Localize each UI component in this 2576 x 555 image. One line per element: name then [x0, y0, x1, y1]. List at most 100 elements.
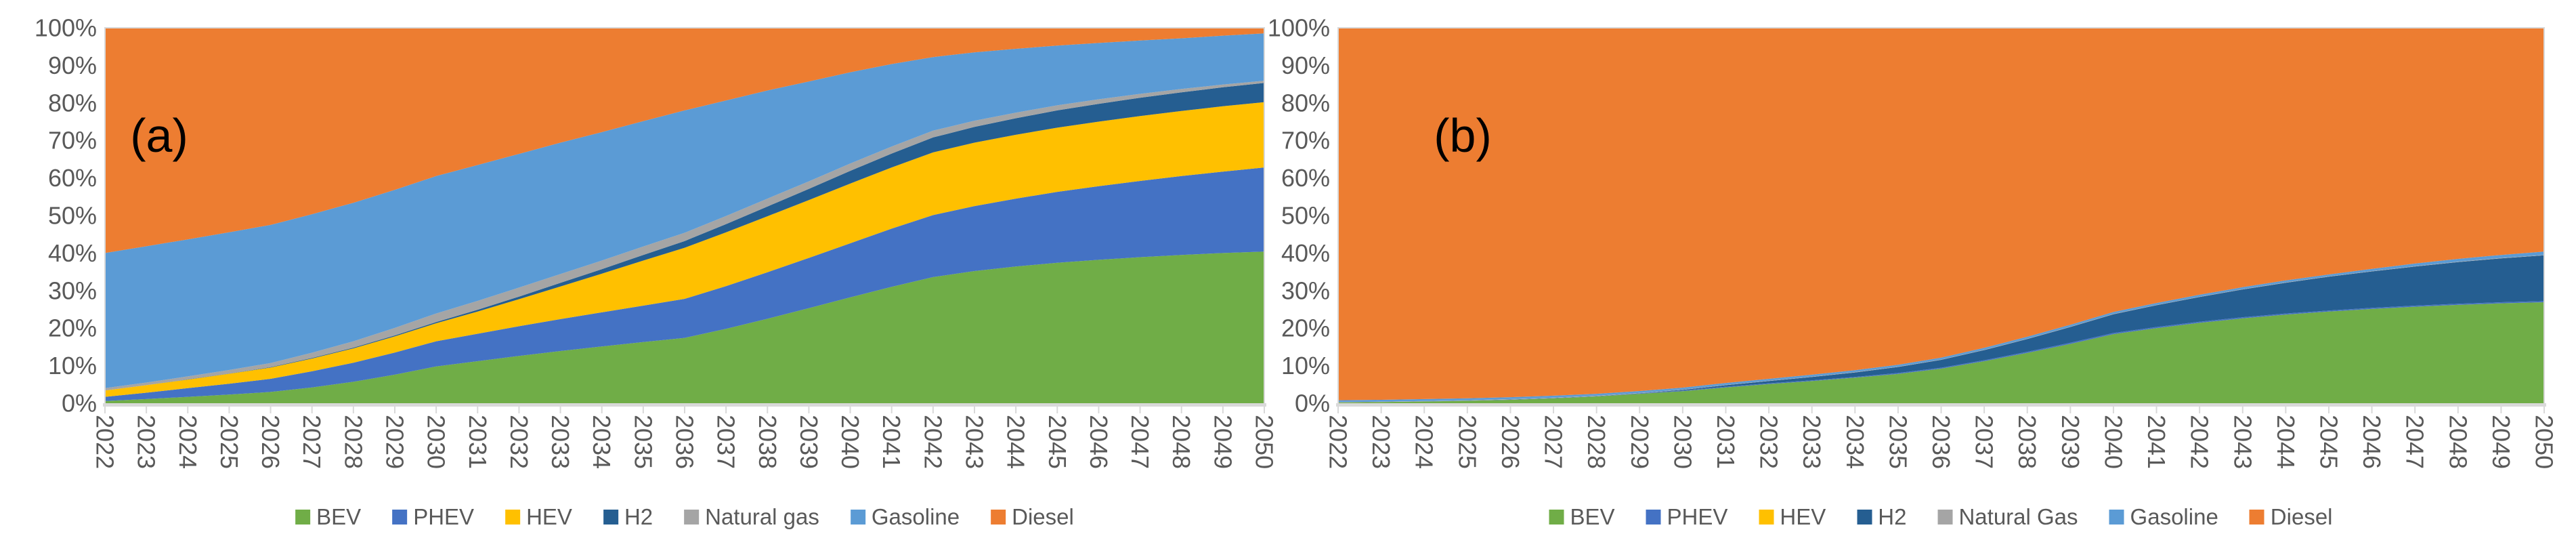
y-tick-label-a-20%: 20% — [48, 314, 97, 342]
legend-a: BEV PHEV HEV H2 Natural gas Gasoline Diesel — [295, 506, 1074, 528]
x-tick-label-a-2046: 2046 — [1085, 415, 1113, 469]
y-tick-label-b-20%: 20% — [1281, 314, 1330, 342]
y-tick-label-b-100%: 100% — [1268, 14, 1330, 42]
legend-item-a-natural-gas: Natural gas — [684, 506, 819, 528]
legend-label: Gasoline — [871, 504, 960, 529]
area-series-a-hev — [105, 102, 1264, 397]
x-tick-label-a-2022: 2022 — [91, 415, 119, 469]
x-tick-label-a-2024: 2024 — [174, 415, 202, 469]
area-series-b-diesel — [1338, 28, 2544, 400]
legend-item-b-gasoline: Gasoline — [2109, 506, 2218, 528]
legend-item-b-diesel: Diesel — [2249, 504, 2333, 529]
legend-swatch-icon — [1646, 509, 1661, 525]
x-tick-label-b-2025: 2025 — [1453, 415, 1481, 469]
x-tick-label-a-2044: 2044 — [1002, 415, 1030, 469]
chart-panel-a: 0% 10% 20% 30% 40% 50% 60% 70% 80% 90% 100% 2022 202… — [35, 14, 1279, 470]
x-tick-label-a-2037: 2037 — [712, 415, 740, 469]
legend-item-b-natural-gas: Natural Gas — [1937, 506, 2078, 528]
x-axis-line-b — [1336, 403, 2546, 407]
y-tick-label-b-90%: 90% — [1281, 52, 1330, 79]
y-tick-label-a-10%: 10% — [48, 352, 97, 379]
y-tick-label-b-70%: 70% — [1281, 127, 1330, 155]
legend-item-a-bev: BEV — [295, 506, 361, 528]
x-tick-label-b-2031: 2031 — [1712, 415, 1740, 469]
x-tick-label-b-2035: 2035 — [1884, 415, 1912, 469]
x-tick-label-b-2028: 2028 — [1583, 415, 1610, 469]
x-tick-label-b-2048: 2048 — [2444, 415, 2472, 469]
legend-label: BEV — [1570, 504, 1615, 529]
area-series-a-phev — [105, 167, 1264, 401]
y-tick-label-b-10%: 10% — [1281, 352, 1330, 379]
x-tick-label-a-2038: 2038 — [754, 415, 781, 469]
plot-border-b — [1337, 27, 2545, 403]
legend-swatch-icon — [1549, 509, 1564, 525]
y-tick-label-a-30%: 30% — [48, 276, 97, 304]
x-tick-label-a-2032: 2032 — [505, 415, 533, 469]
plot-border-a — [104, 27, 1265, 403]
y-tick-label-b-30%: 30% — [1281, 276, 1330, 304]
x-tick-label-b-2023: 2023 — [1367, 415, 1395, 469]
legend-label: BEV — [316, 504, 362, 529]
legend-label: Natural Gas — [1958, 504, 2078, 529]
legend-label: HEV — [1780, 504, 1826, 529]
legend-label: PHEV — [1667, 504, 1728, 529]
x-tick-label-b-2026: 2026 — [1497, 415, 1524, 469]
legend-swatch-icon — [2109, 509, 2124, 525]
x-tick-label-a-2034: 2034 — [588, 415, 616, 469]
y-tick-label-a-60%: 60% — [48, 164, 97, 192]
area-series-a-h2 — [105, 83, 1264, 391]
x-tick-label-b-2037: 2037 — [1971, 415, 1998, 469]
y-tick-label-b-50%: 50% — [1281, 202, 1330, 230]
area-series-a-bev — [105, 251, 1264, 403]
x-tick-label-b-2033: 2033 — [1798, 415, 1826, 469]
x-tick-label-b-2038: 2038 — [2013, 415, 2041, 469]
x-tick-label-b-2050: 2050 — [2531, 415, 2558, 469]
legend-label: PHEV — [413, 504, 475, 529]
x-tick-label-a-2036: 2036 — [671, 415, 699, 469]
legend-item-b-h2: H2 — [1857, 506, 1906, 528]
legend-label: Diesel — [2270, 504, 2333, 529]
x-tick-label-b-2047: 2047 — [2401, 415, 2429, 469]
x-tick-label-b-2039: 2039 — [2057, 415, 2084, 469]
x-tick-label-a-2041: 2041 — [878, 415, 905, 469]
legend-label: Natural gas — [705, 504, 819, 529]
x-tick-label-b-2041: 2041 — [2143, 415, 2170, 469]
x-tick-label-a-2028: 2028 — [339, 415, 367, 469]
x-tick-label-a-2027: 2027 — [298, 415, 326, 469]
legend-item-b-phev: PHEV — [1646, 504, 1728, 529]
x-tick-label-a-2045: 2045 — [1044, 415, 1071, 469]
legend-label: HEV — [526, 504, 572, 529]
legend-label: H2 — [1878, 504, 1907, 529]
x-tick-label-a-2050: 2050 — [1251, 415, 1279, 469]
x-tick-label-b-2049: 2049 — [2487, 415, 2515, 469]
x-tick-label-a-2048: 2048 — [1167, 415, 1195, 469]
x-tick-label-a-2030: 2030 — [423, 415, 450, 469]
x-tick-label-a-2031: 2031 — [464, 415, 492, 469]
y-tick-label-a-80%: 80% — [48, 89, 97, 117]
x-tick-label-b-2036: 2036 — [1927, 415, 1955, 469]
legend-label: H2 — [624, 504, 653, 529]
y-tick-label-b-0%: 0% — [1295, 390, 1330, 417]
area-series-a-natural-gas — [105, 81, 1264, 391]
legend-swatch-icon — [392, 509, 408, 525]
x-tick-label-b-2022: 2022 — [1325, 415, 1352, 469]
y-tick-label-b-60%: 60% — [1281, 164, 1330, 192]
x-tick-label-b-2034: 2034 — [1841, 415, 1869, 469]
x-tick-label-b-2029: 2029 — [1626, 415, 1654, 469]
x-tick-label-a-2049: 2049 — [1209, 415, 1237, 469]
legend-item-a-gasoline: Gasoline — [850, 504, 960, 529]
x-tick-label-b-2024: 2024 — [1411, 415, 1438, 469]
y-tick-label-a-90%: 90% — [48, 52, 97, 79]
x-tick-label-b-2042: 2042 — [2186, 415, 2214, 469]
legend-item-b-bev: BEV — [1549, 506, 1615, 528]
y-tick-label-a-40%: 40% — [48, 239, 97, 267]
x-tick-label-a-2025: 2025 — [215, 415, 243, 469]
x-axis-line-a — [103, 403, 1266, 407]
y-tick-label-a-50%: 50% — [48, 202, 97, 230]
legend-item-a-h2: H2 — [603, 506, 653, 528]
x-tick-label-b-2043: 2043 — [2229, 415, 2256, 469]
legend-item-a-phev: PHEV — [392, 506, 474, 528]
x-tick-label-a-2043: 2043 — [961, 415, 989, 469]
x-tick-label-b-2027: 2027 — [1540, 415, 1568, 469]
x-tick-label-a-2040: 2040 — [836, 415, 864, 469]
